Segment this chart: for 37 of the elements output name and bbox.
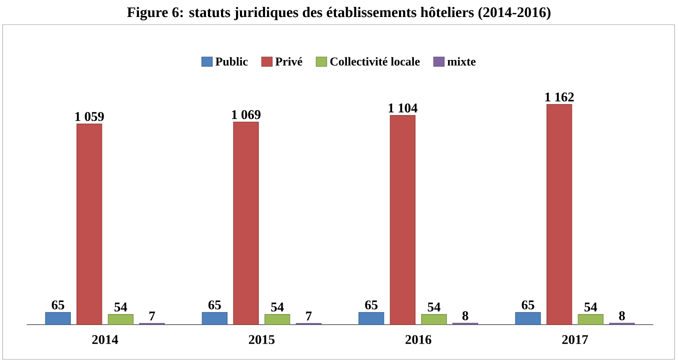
x-tick-label: 2017 (562, 335, 588, 344)
data-label: 54 (271, 302, 284, 312)
x-tick-label: 2016 (406, 335, 432, 344)
data-label: 1 162 (545, 92, 574, 102)
bar (546, 104, 572, 325)
data-label: 54 (428, 302, 440, 312)
data-label: 1 059 (75, 112, 104, 122)
x-tick-label: 2015 (248, 335, 275, 344)
data-label: 1 104 (388, 103, 418, 112)
data-label: 54 (584, 302, 598, 312)
bar (233, 122, 259, 325)
bar (76, 124, 102, 325)
data-label: 8 (619, 311, 625, 320)
data-label: 65 (522, 300, 534, 310)
bar (578, 314, 604, 325)
legend-label: Collectivité locale (330, 57, 420, 66)
bar (515, 312, 541, 325)
bar (358, 312, 384, 325)
bar (108, 314, 134, 325)
bar (202, 312, 228, 325)
bar (264, 314, 290, 325)
bar (390, 115, 416, 325)
data-label: 8 (462, 311, 468, 320)
data-label: 65 (208, 300, 221, 310)
bar (421, 314, 447, 325)
legend-label: Privé (275, 57, 302, 66)
x-tick-label: 2014 (92, 335, 118, 344)
bar (45, 312, 71, 325)
chart-title: Figure 6: statuts juridiques des établissements hôteliers (2014-2016) (127, 6, 550, 20)
data-label: 7 (306, 312, 312, 320)
data-label: 7 (149, 312, 156, 320)
legend-label: mixte (448, 57, 476, 66)
data-label: 65 (52, 300, 64, 310)
legend-label: Public (216, 57, 248, 66)
data-label: 1 069 (232, 110, 261, 120)
data-label: 65 (365, 300, 378, 310)
data-label: 54 (114, 302, 128, 312)
